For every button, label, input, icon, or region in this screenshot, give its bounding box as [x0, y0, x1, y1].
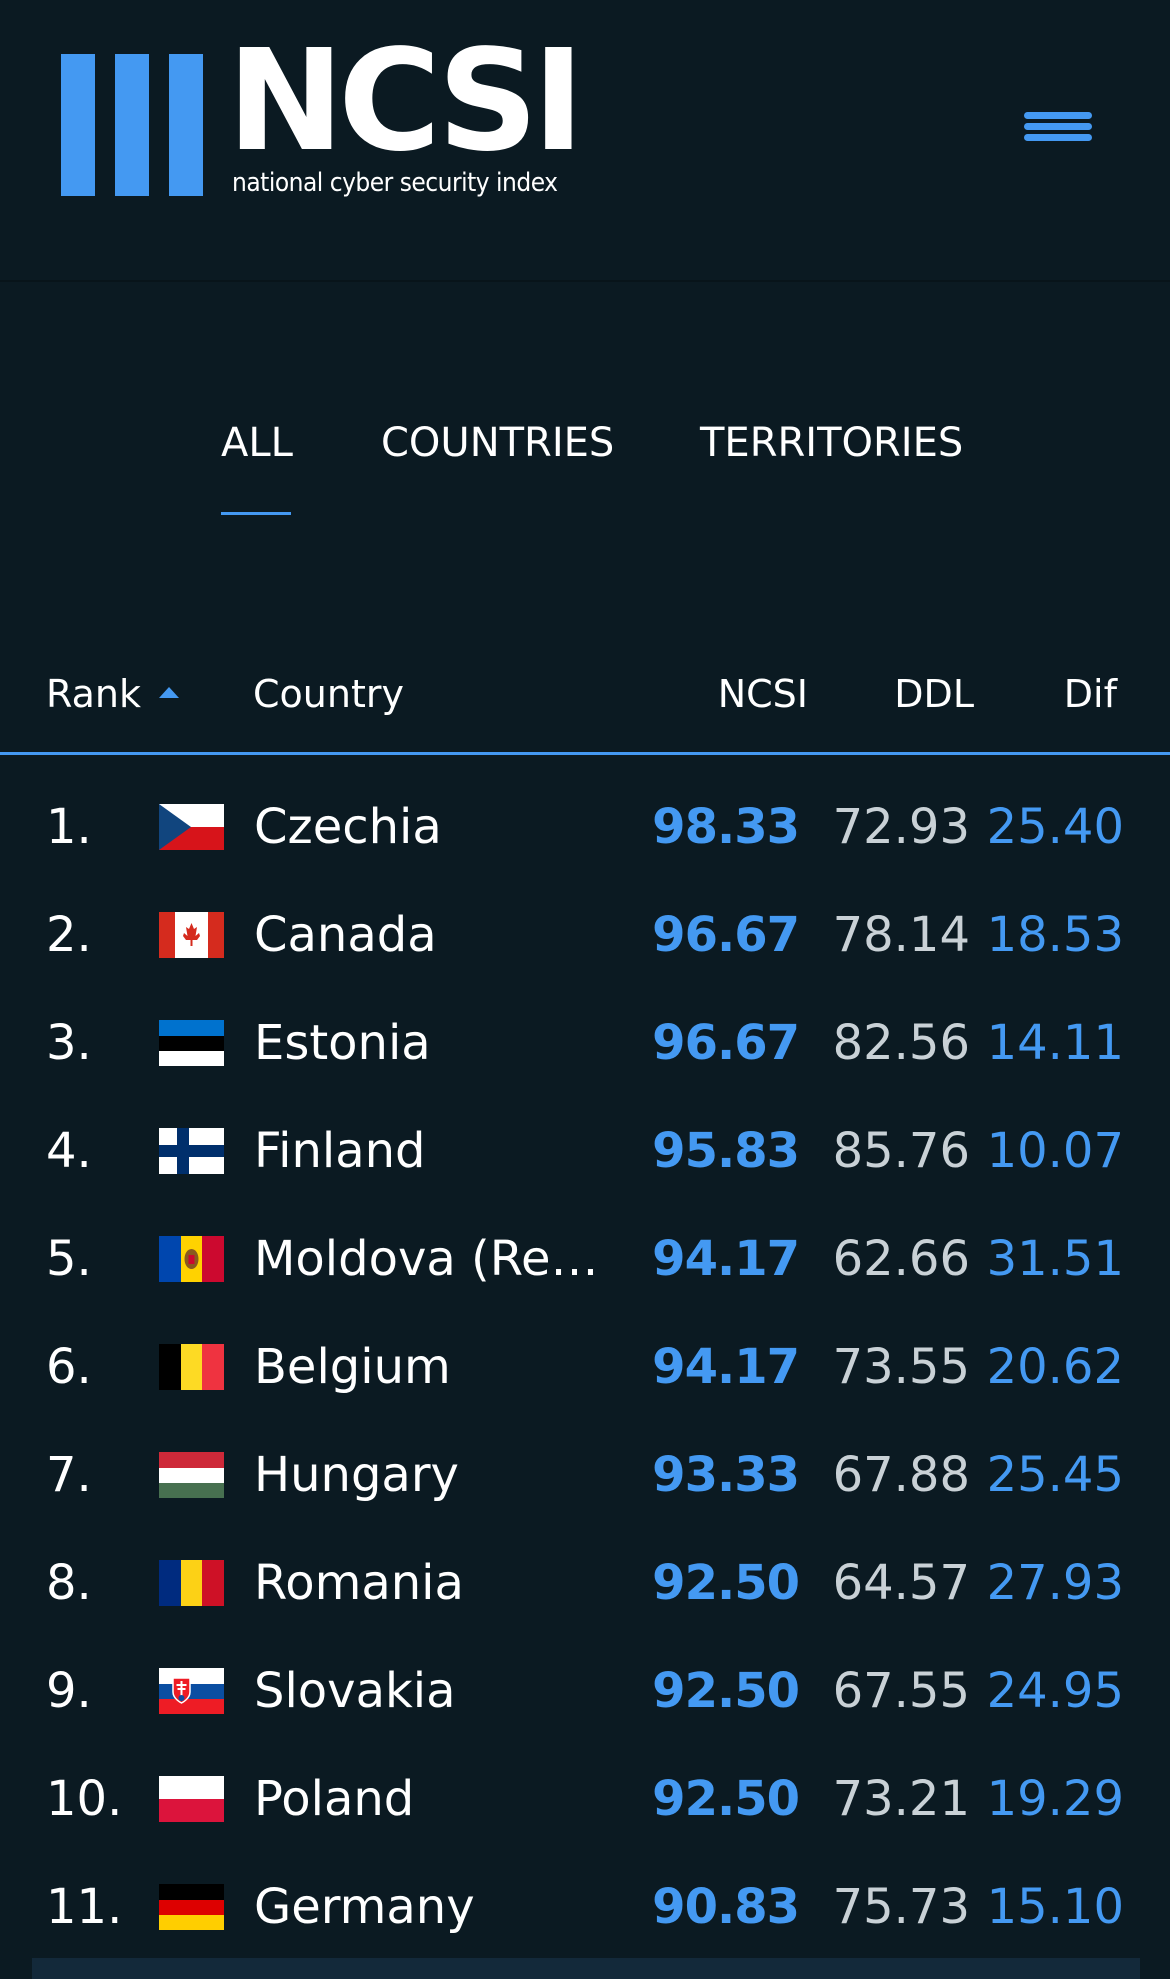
country-name-link[interactable]: Canada: [254, 907, 437, 963]
difference-cell: 25.40: [986, 799, 1124, 855]
rank-cell: 6.: [46, 1339, 92, 1395]
estonia-flag-icon: [159, 1020, 224, 1066]
difference-cell: 10.07: [986, 1123, 1124, 1179]
ddl-score-cell: 62.66: [832, 1231, 970, 1287]
ddl-score-cell: 73.21: [832, 1771, 970, 1827]
column-header-dif[interactable]: Dif: [1063, 672, 1117, 716]
difference-cell: 15.10: [986, 1879, 1124, 1935]
ncsi-score-cell: 92.50: [652, 1771, 800, 1827]
ddl-score-cell: 67.55: [832, 1663, 970, 1719]
romania-flag-icon: [159, 1560, 224, 1606]
table-row[interactable]: 10. Poland 92.50 73.21 19.29: [0, 1745, 1170, 1853]
ncsi-logo[interactable]: NCSI national cyber security index: [61, 32, 584, 204]
ncsi-score-cell: 95.83: [652, 1123, 800, 1179]
rank-cell: 3.: [46, 1015, 92, 1071]
logo-bars-icon: [61, 54, 203, 196]
column-header-ddl[interactable]: DDL: [894, 672, 974, 716]
ncsi-score-cell: 94.17: [652, 1339, 800, 1395]
sort-ascending-icon: [158, 687, 179, 698]
logo-wordmark: NCSI: [227, 20, 584, 183]
difference-cell: 25.45: [986, 1447, 1124, 1503]
column-header-rank[interactable]: Rank: [46, 672, 179, 716]
ddl-score-cell: 85.76: [832, 1123, 970, 1179]
moldova-flag-icon: [159, 1236, 224, 1282]
table-row[interactable]: 7. Hungary 93.33 67.88 25.45: [0, 1421, 1170, 1529]
rank-cell: 7.: [46, 1447, 92, 1503]
rank-cell: 10.: [46, 1771, 123, 1827]
ncsi-score-cell: 94.17: [652, 1231, 800, 1287]
ddl-score-cell: 78.14: [832, 907, 970, 963]
country-name-link[interactable]: Finland: [254, 1123, 426, 1179]
difference-cell: 19.29: [986, 1771, 1124, 1827]
difference-cell: 20.62: [986, 1339, 1124, 1395]
difference-cell: 27.93: [986, 1555, 1124, 1611]
rank-cell: 9.: [46, 1663, 92, 1719]
country-name-link[interactable]: Germany: [254, 1879, 475, 1935]
hamburger-menu-icon[interactable]: [1018, 108, 1094, 148]
table-row[interactable]: 8. Romania 92.50 64.57 27.93: [0, 1529, 1170, 1637]
table-row[interactable]: 9. Slovakia 92.50 67.55 24.95: [0, 1637, 1170, 1745]
ncsi-score-cell: 96.67: [652, 907, 800, 963]
footer-edge: [32, 1958, 1140, 1979]
belgium-flag-icon: [159, 1344, 224, 1390]
country-name-link[interactable]: Czechia: [254, 799, 442, 855]
ncsi-score-cell: 98.33: [652, 799, 800, 855]
ncsi-score-cell: 92.50: [652, 1555, 800, 1611]
rank-cell: 8.: [46, 1555, 92, 1611]
country-name-link[interactable]: Romania: [254, 1555, 464, 1611]
ncsi-score-cell: 92.50: [652, 1663, 800, 1719]
rank-cell: 5.: [46, 1231, 92, 1287]
active-tab-indicator: [221, 512, 291, 515]
table-row[interactable]: 1. Czechia 98.33 72.93 25.40: [0, 773, 1170, 881]
slovakia-flag-icon: [159, 1668, 224, 1714]
table-row[interactable]: 2. Canada 96.67 78.14 18.53: [0, 881, 1170, 989]
country-name-link[interactable]: Estonia: [254, 1015, 431, 1071]
ddl-score-cell: 72.93: [832, 799, 970, 855]
germany-flag-icon: [159, 1884, 224, 1930]
difference-cell: 24.95: [986, 1663, 1124, 1719]
table-row[interactable]: 11. Germany 90.83 75.73 15.10: [0, 1853, 1170, 1961]
ddl-score-cell: 64.57: [832, 1555, 970, 1611]
ncsi-score-cell: 90.83: [652, 1879, 800, 1935]
difference-cell: 14.11: [986, 1015, 1124, 1071]
table-header: Rank Country NCSI DDL Dif: [0, 660, 1170, 755]
country-name-link[interactable]: Hungary: [254, 1447, 459, 1503]
czechia-flag-icon: [159, 804, 224, 850]
ddl-score-cell: 75.73: [832, 1879, 970, 1935]
column-header-ncsi[interactable]: NCSI: [717, 672, 808, 716]
rank-cell: 11.: [46, 1879, 123, 1935]
tab-countries[interactable]: COUNTRIES: [381, 420, 615, 466]
rank-cell: 4.: [46, 1123, 92, 1179]
table-row[interactable]: 5. Moldova (Repu... 94.17 62.66 31.51: [0, 1205, 1170, 1313]
finland-flag-icon: [159, 1128, 224, 1174]
difference-cell: 31.51: [986, 1231, 1124, 1287]
rank-cell: 2.: [46, 907, 92, 963]
ddl-score-cell: 73.55: [832, 1339, 970, 1395]
table-row[interactable]: 3. Estonia 96.67 82.56 14.11: [0, 989, 1170, 1097]
column-header-rank-label: Rank: [46, 672, 141, 716]
site-header: NCSI national cyber security index: [0, 0, 1170, 282]
canada-flag-icon: [159, 912, 224, 958]
poland-flag-icon: [159, 1776, 224, 1822]
column-header-country[interactable]: Country: [253, 672, 404, 716]
difference-cell: 18.53: [986, 907, 1124, 963]
ncsi-score-cell: 96.67: [652, 1015, 800, 1071]
country-name-link[interactable]: Slovakia: [254, 1663, 456, 1719]
logo-subtitle: national cyber security index: [232, 168, 558, 198]
filter-tabs: ALL COUNTRIES TERRITORIES: [0, 420, 1170, 520]
hungary-flag-icon: [159, 1452, 224, 1498]
ddl-score-cell: 82.56: [832, 1015, 970, 1071]
table-row[interactable]: 6. Belgium 94.17 73.55 20.62: [0, 1313, 1170, 1421]
country-name-link[interactable]: Poland: [254, 1771, 415, 1827]
rank-cell: 1.: [46, 799, 92, 855]
table-row[interactable]: 4. Finland 95.83 85.76 10.07: [0, 1097, 1170, 1205]
country-name-link[interactable]: Moldova (Repu...: [254, 1231, 626, 1287]
ncsi-score-cell: 93.33: [652, 1447, 800, 1503]
tab-all[interactable]: ALL: [221, 420, 293, 466]
ddl-score-cell: 67.88: [832, 1447, 970, 1503]
tab-territories[interactable]: TERRITORIES: [700, 420, 964, 466]
country-name-link[interactable]: Belgium: [254, 1339, 451, 1395]
